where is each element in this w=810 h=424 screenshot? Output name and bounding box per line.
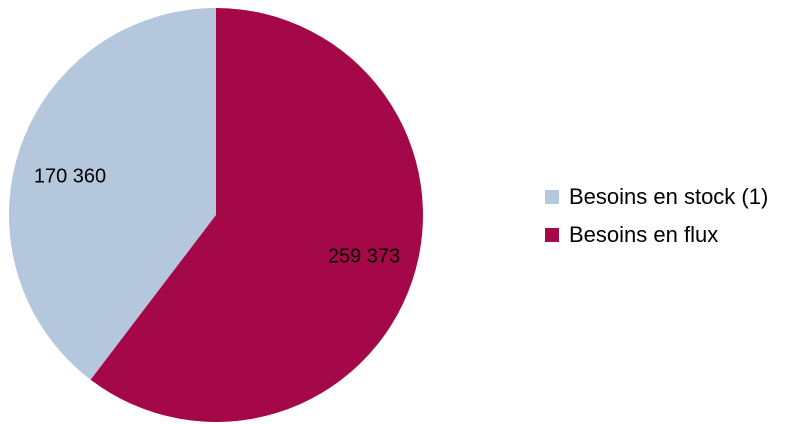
legend-swatch-stock bbox=[545, 190, 559, 204]
legend: Besoins en stock (1) Besoins en flux bbox=[545, 183, 768, 259]
legend-label-flux: Besoins en flux bbox=[569, 222, 719, 247]
pie-slice-stock bbox=[8, 8, 216, 380]
legend-item-stock: Besoins en stock (1) bbox=[545, 183, 768, 211]
data-label-stock: 170 360 bbox=[34, 165, 106, 187]
data-label-flux: 259 373 bbox=[328, 245, 400, 267]
legend-swatch-flux bbox=[545, 228, 559, 242]
pie-slice-flux bbox=[90, 8, 423, 422]
legend-label-stock: Besoins en stock (1) bbox=[569, 184, 769, 209]
legend-item-flux: Besoins en flux bbox=[545, 221, 768, 249]
